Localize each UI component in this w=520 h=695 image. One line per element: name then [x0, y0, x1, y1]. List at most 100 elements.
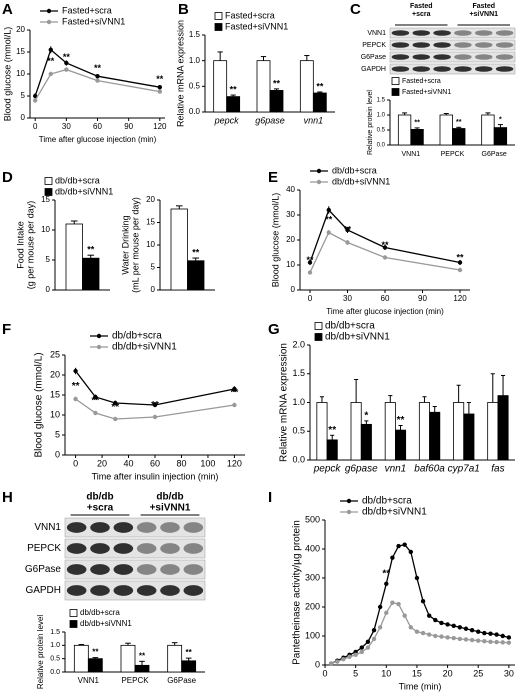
x-tick-label: 90 [418, 294, 427, 303]
y-tick-label: 1.0 [50, 642, 60, 649]
point [433, 617, 438, 623]
point [232, 402, 237, 408]
bar [429, 411, 441, 461]
blot-band [90, 564, 110, 575]
point [457, 260, 463, 265]
legend-label: Fasted+siVNN1 [62, 16, 125, 26]
panel-letter: B [178, 1, 189, 18]
legend-label: db/db+scra [80, 608, 120, 617]
point [48, 47, 53, 52]
significance: ** [382, 568, 390, 579]
blot-band [495, 54, 514, 60]
y-tick-label: 1.0 [189, 56, 201, 65]
significance: ** [231, 388, 239, 399]
point [439, 620, 444, 626]
point [420, 630, 426, 636]
point [377, 604, 383, 610]
y-tick-label: 40 [286, 185, 295, 194]
significance: ** [381, 240, 389, 250]
legend-label: db/db+scra [112, 331, 162, 342]
point [420, 599, 426, 604]
point [433, 633, 438, 639]
bar [316, 402, 328, 461]
blot-band [160, 585, 180, 596]
x-tick-label: 100 [200, 458, 215, 468]
y-axis-label: Food Intake [15, 221, 25, 269]
y-axis-label: Pantetheinase activity/µg protein [292, 520, 303, 665]
y-tick-label: 0 [21, 113, 26, 122]
significance: ** [456, 252, 464, 262]
bar [326, 439, 338, 461]
blot-band [454, 66, 472, 72]
blot-band [183, 564, 204, 575]
significance: ** [87, 245, 95, 255]
blot-band [183, 585, 204, 596]
legend-label: db/db+scra [325, 321, 375, 332]
y-axis-label: Relative mRNA expression [279, 343, 290, 462]
point [426, 632, 432, 637]
y-tick-label: 1.0 [292, 397, 305, 407]
legend-marker [346, 498, 352, 504]
x-tick-label: 40 [124, 458, 134, 468]
legend-label: Fasted+scra [225, 10, 275, 20]
blot-row-label: VNN1 [34, 522, 61, 533]
y-tick-label: 15 [50, 389, 60, 399]
y-axis-label: Relative mRNA expression [175, 20, 185, 127]
point [463, 626, 469, 631]
blot-band [183, 543, 204, 554]
x-tick-label: G6Pase [167, 676, 196, 685]
significance: ** [328, 425, 336, 436]
x-tick-label: 60 [381, 294, 390, 303]
bar [213, 60, 228, 113]
point [488, 639, 493, 644]
legend-label: db/db+siVNN1 [325, 332, 390, 343]
point [113, 416, 118, 422]
bar [439, 114, 453, 146]
significance: ** [92, 648, 99, 657]
blot-band [454, 54, 472, 60]
y-tick-label: 0 [55, 449, 60, 459]
x-tick-label: pepck [313, 464, 342, 475]
y-axis-label: Relative protein level [367, 90, 374, 155]
panel-letter: D [2, 169, 13, 186]
legend-swatch [214, 23, 223, 31]
x-tick-label: fas [491, 464, 504, 475]
blot-band [412, 54, 430, 60]
point [506, 640, 512, 645]
y-tick-label: 10 [50, 409, 60, 419]
significance: ** [47, 56, 55, 66]
blot-band [136, 585, 157, 596]
y-tick-label: 300 [305, 572, 320, 582]
legend-label: db/db+siVNN1 [55, 186, 113, 196]
point [469, 637, 475, 643]
point [382, 245, 388, 250]
y-tick-label: 0.0 [189, 107, 201, 116]
panel-letter: F [2, 321, 11, 338]
y-tick-label: 0.5 [50, 656, 60, 663]
legend-label: db/db+scra [362, 496, 412, 507]
legend-swatch [391, 88, 400, 96]
x-axis-label: Time after glucose injection (min) [39, 135, 157, 144]
blot-band [495, 66, 514, 72]
point [371, 628, 377, 633]
significance: ** [92, 396, 100, 407]
x-tick-label: 0 [308, 294, 313, 303]
significance: ** [63, 52, 71, 62]
legend-swatch [214, 12, 223, 20]
point [402, 613, 407, 618]
x-tick-label: PEPCK [441, 151, 465, 158]
point [345, 227, 350, 233]
blot-band [433, 54, 451, 60]
y-tick-label: 0.5 [189, 81, 201, 90]
x-tick-label: pepck [214, 115, 240, 125]
series-line [330, 543, 510, 665]
significance: ** [151, 400, 159, 411]
point [494, 632, 499, 637]
y-axis-label: (mL per mouse per day) [130, 197, 140, 293]
blot-band [391, 42, 410, 48]
significance: * [364, 411, 368, 422]
legend-label: db/db+scra [332, 165, 377, 175]
x-tick-label: baf60a [414, 464, 445, 475]
y-tick-label: 5 [55, 429, 60, 439]
y-axis-label: Blood glucose (mmol/L) [2, 27, 12, 122]
